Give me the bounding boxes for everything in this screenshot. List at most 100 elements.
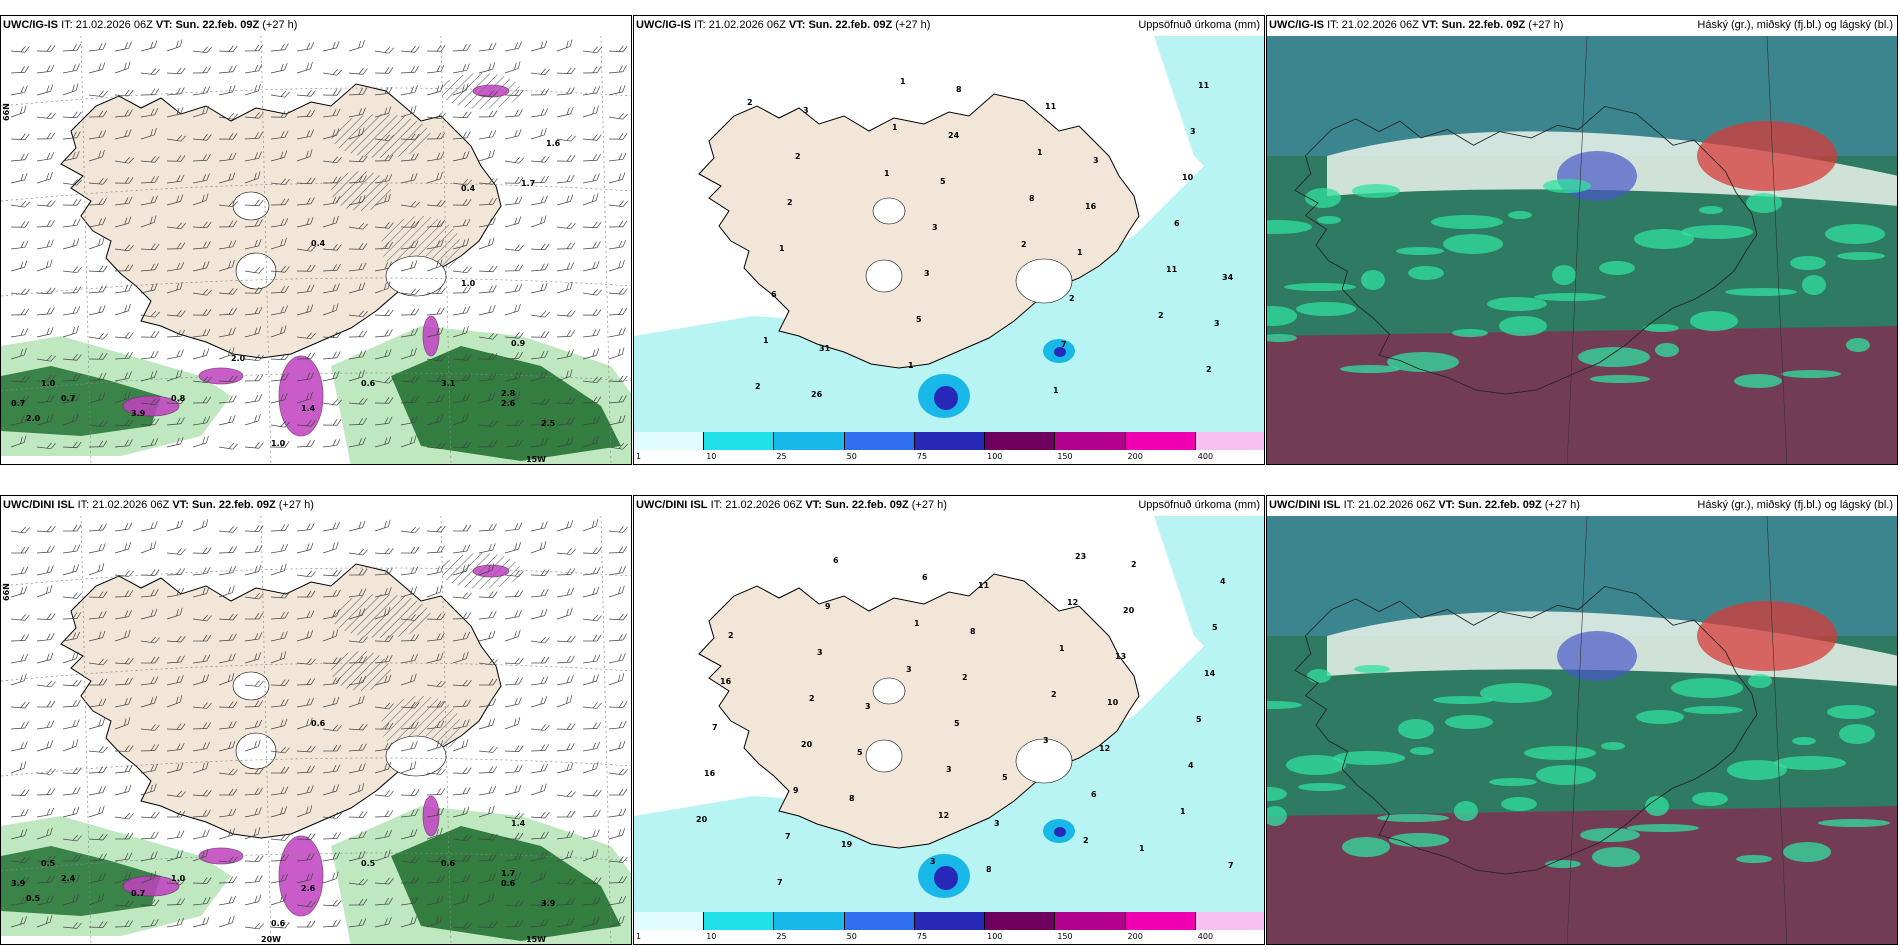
- wind-barb: [10, 828, 28, 840]
- wind-barb: [140, 783, 157, 796]
- wind-barb: [426, 768, 446, 775]
- wind-barb: [296, 61, 313, 74]
- wind-barb: [10, 46, 30, 53]
- wind-barb: [608, 633, 627, 642]
- wind-barb: [88, 766, 108, 774]
- wind-barb: [140, 370, 158, 382]
- wind-barb: [322, 69, 342, 76]
- wind-barb: [166, 417, 185, 426]
- wind-barb: [140, 195, 158, 206]
- precip-amount-label: 12: [1067, 598, 1078, 607]
- wind-barb: [88, 805, 105, 818]
- wind-barb: [62, 631, 81, 642]
- wind-barb: [62, 218, 81, 228]
- wind-barb: [322, 89, 342, 96]
- wind-barb: [426, 394, 445, 404]
- wind-barb: [400, 526, 420, 534]
- wind-barb: [36, 565, 54, 576]
- wind-barb: [582, 46, 602, 54]
- wind-barb: [192, 761, 209, 774]
- wind-barb: [114, 872, 131, 884]
- wind-barb: [114, 419, 134, 427]
- wind-barb: [36, 827, 53, 840]
- precip-amount-label: 2: [728, 631, 734, 640]
- wind-barb: [478, 420, 498, 428]
- wind-barb: [504, 812, 524, 820]
- wind-barb: [582, 309, 602, 316]
- wind-barb: [608, 259, 625, 272]
- wind-barb: [140, 811, 160, 819]
- wind-barb: [478, 178, 498, 185]
- wind-barb: [400, 260, 418, 272]
- wind-barb: [348, 811, 368, 818]
- precip-value-label: 0.7: [11, 399, 25, 408]
- wind-barb: [374, 281, 391, 294]
- wind-barb: [270, 266, 290, 273]
- wind-barb: [426, 414, 444, 426]
- lon-label: 15W: [526, 455, 546, 464]
- wind-barb: [114, 717, 131, 730]
- wind-barb: [478, 833, 498, 841]
- colorbar-tick-label: 1: [636, 932, 642, 941]
- wind-barb: [62, 544, 81, 554]
- wind-barb: [478, 285, 497, 294]
- wind-barb: [530, 311, 550, 318]
- precip-value-label: 2.6: [301, 884, 316, 893]
- wind-barb: [374, 86, 393, 96]
- wind-barb: [426, 287, 446, 295]
- wind-barb: [426, 239, 444, 250]
- wind-barb: [530, 831, 549, 840]
- wind-barb: [36, 414, 54, 426]
- precip-amount-label: 2: [809, 694, 815, 703]
- wind-barb: [582, 566, 601, 576]
- wind-barb: [270, 893, 287, 906]
- wind-barb: [608, 768, 628, 776]
- wind-barb: [192, 134, 212, 141]
- wind-barb: [504, 216, 522, 228]
- wind-barb: [36, 112, 56, 120]
- wind-barb: [270, 543, 289, 554]
- colorbar-tick-label: 50: [846, 452, 857, 461]
- wind-barb: [36, 326, 54, 338]
- wind-barb: [374, 309, 394, 317]
- precip-amount-label: 3: [906, 665, 912, 674]
- wind-barb: [401, 546, 420, 554]
- wind-barb: [192, 193, 209, 206]
- wind-barb: [10, 856, 30, 864]
- precip-amount-label: 10: [1107, 698, 1119, 707]
- colorbar-swatch: [1195, 432, 1264, 450]
- wind-barb: [608, 443, 628, 450]
- wind-barb: [426, 875, 445, 884]
- wind-barb: [36, 219, 55, 228]
- wind-barb: [88, 718, 105, 730]
- wind-barb: [374, 702, 394, 710]
- wind-barb: [166, 635, 186, 643]
- wind-barb: [556, 369, 573, 382]
- wind-barb: [348, 39, 365, 52]
- colorbar-tick-label: 10: [706, 452, 717, 461]
- wind-barb: [296, 304, 314, 316]
- wind-barb: [504, 590, 524, 598]
- wind-barb: [270, 130, 289, 140]
- wind-barb: [348, 743, 367, 752]
- wind-barb: [322, 351, 341, 360]
- wind-barb: [504, 920, 524, 928]
- wind-barb: [374, 261, 392, 272]
- wind-barb: [218, 895, 237, 906]
- wind-barb: [426, 64, 445, 74]
- map-panel-r2c3: UWC/DINI ISL IT: 21.02.2026 06Z VT: Sun.…: [1266, 495, 1898, 945]
- wind-barb: [192, 260, 210, 272]
- wind-barb: [608, 375, 628, 383]
- wind-barb: [426, 740, 443, 752]
- wind-barb: [192, 173, 210, 184]
- wind-barb: [62, 150, 80, 162]
- precip-amount-label: 2: [1158, 311, 1164, 320]
- wind-barb: [426, 525, 446, 533]
- wind-barb: [192, 614, 212, 622]
- precip-value-label: 2.6: [501, 399, 516, 408]
- precip-amount-label: 6: [1091, 790, 1097, 799]
- wind-barb: [218, 585, 235, 598]
- wind-barb: [452, 739, 469, 752]
- wind-barb: [36, 720, 55, 730]
- wind-barb: [322, 589, 341, 598]
